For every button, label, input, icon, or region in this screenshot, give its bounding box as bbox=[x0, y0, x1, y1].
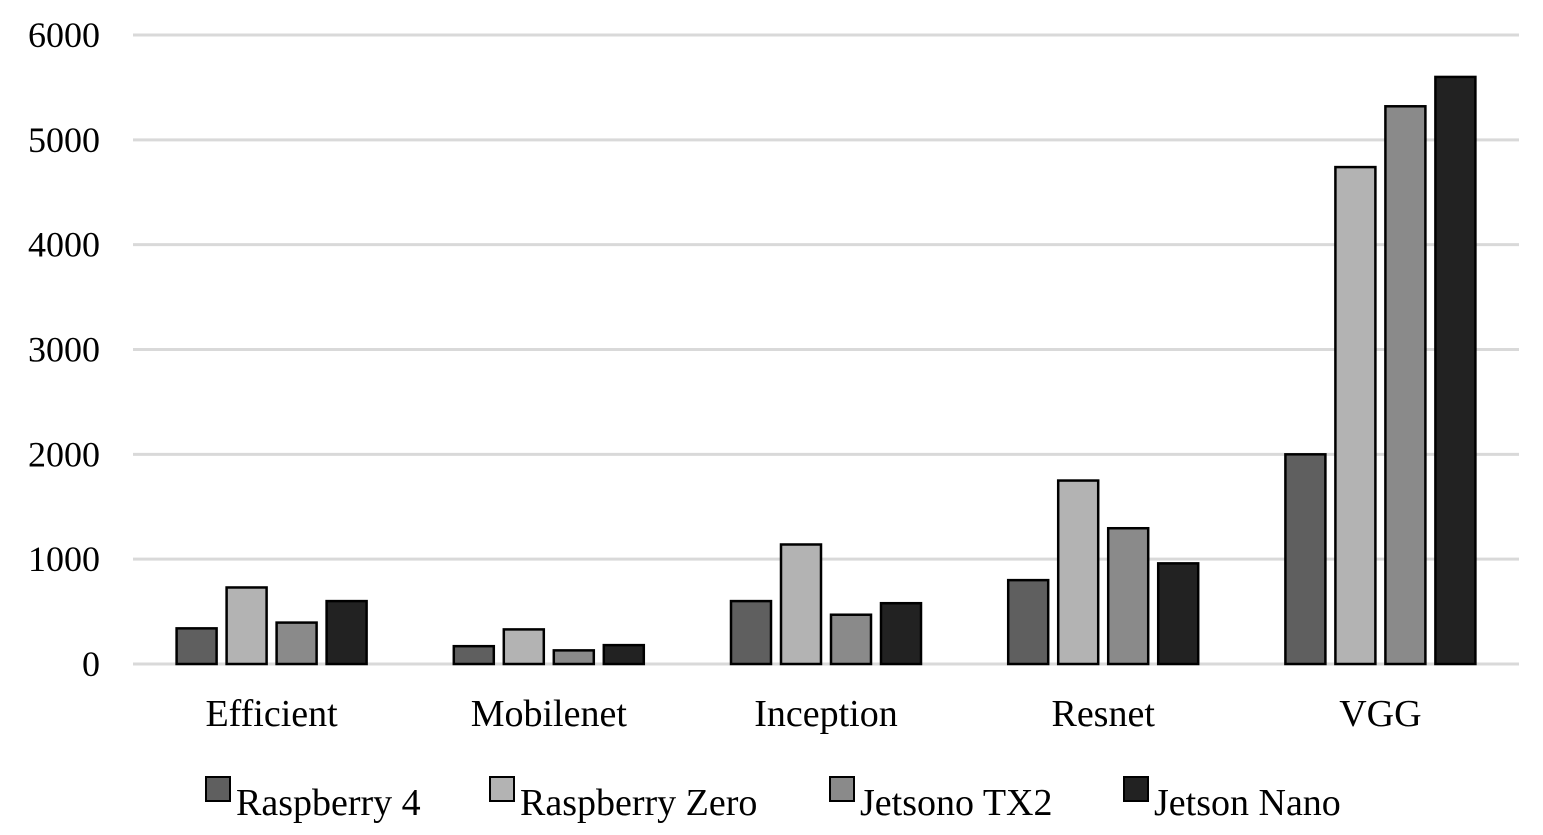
legend-label: Raspberry Zero bbox=[520, 782, 757, 824]
bar-inception-raspberry-4 bbox=[729, 599, 773, 666]
bar-efficient-jetson-nano bbox=[325, 599, 368, 666]
bar-resnet-raspberry-4 bbox=[1006, 578, 1050, 666]
legend: Raspberry 4 Raspberry Zero Jetsono TX2 Jets… bbox=[205, 776, 1341, 824]
legend-label: Jetsono TX2 bbox=[860, 782, 1052, 824]
y-tick-label: 0 bbox=[82, 644, 100, 684]
bar-resnet-jetson-nano bbox=[1156, 562, 1200, 666]
bar-vgg-jetsono-tx2 bbox=[1384, 105, 1427, 666]
bars bbox=[175, 75, 1477, 666]
bar-mobilenet-raspberry-zero bbox=[502, 628, 546, 666]
legend-swatch bbox=[489, 776, 515, 802]
legend-label: Jetson Nano bbox=[1154, 782, 1341, 824]
x-category-label: Efficient bbox=[205, 693, 338, 735]
bar-vgg-jetson-nano bbox=[1434, 75, 1477, 666]
bar-efficient-raspberry-4 bbox=[175, 627, 218, 666]
x-category-label: VGG bbox=[1339, 693, 1421, 735]
x-category-label: Resnet bbox=[1051, 693, 1155, 735]
y-tick-label: 1000 bbox=[28, 539, 100, 579]
legend-swatch bbox=[205, 776, 231, 802]
bar-vgg-raspberry-zero bbox=[1334, 165, 1377, 666]
bar-inception-raspberry-zero bbox=[779, 543, 823, 666]
x-category-label: Mobilenet bbox=[471, 693, 628, 735]
x-axis-categories: Efficient Mobilenet Inception Resnet VGG bbox=[205, 693, 1421, 735]
y-tick-label: 5000 bbox=[28, 120, 100, 160]
bar-resnet-raspberry-zero bbox=[1056, 479, 1100, 666]
bar-inception-jetson-nano bbox=[879, 601, 923, 666]
legend-label: Raspberry 4 bbox=[236, 782, 421, 824]
legend-item: Raspberry 4 bbox=[205, 776, 421, 824]
y-tick-label: 4000 bbox=[28, 225, 100, 265]
y-tick-label: 2000 bbox=[28, 434, 100, 474]
y-axis-ticks: 0 1000 2000 3000 4000 5000 6000 bbox=[28, 15, 100, 684]
gridlines bbox=[133, 33, 1519, 666]
bar-inception-jetsono-tx2 bbox=[829, 613, 873, 666]
bar-efficient-raspberry-zero bbox=[225, 586, 268, 666]
bar-mobilenet-jetsono-tx2 bbox=[552, 649, 596, 666]
bar-mobilenet-jetson-nano bbox=[602, 643, 646, 666]
y-tick-label: 3000 bbox=[28, 330, 100, 370]
bar-resnet-jetsono-tx2 bbox=[1106, 526, 1150, 666]
y-tick-label: 6000 bbox=[28, 15, 100, 55]
legend-swatch bbox=[829, 776, 855, 802]
bar-efficient-jetsono-tx2 bbox=[275, 621, 318, 666]
bar-vgg-raspberry-4 bbox=[1284, 453, 1327, 666]
bar-mobilenet-raspberry-4 bbox=[452, 644, 496, 666]
legend-item: Jetson Nano bbox=[1123, 776, 1341, 824]
legend-swatch bbox=[1123, 776, 1149, 802]
legend-item: Jetsono TX2 bbox=[829, 776, 1052, 824]
x-category-label: Inception bbox=[754, 693, 898, 735]
legend-item: Raspberry Zero bbox=[489, 776, 757, 824]
